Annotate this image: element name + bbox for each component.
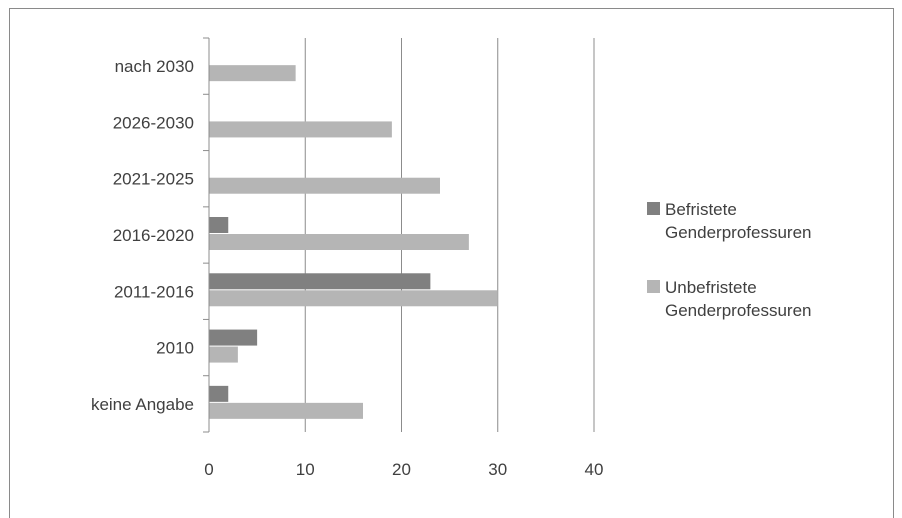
y-axis <box>203 37 210 433</box>
legend-label: Genderprofessuren <box>665 223 811 242</box>
category-label: 2011-2016 <box>114 282 194 301</box>
legend-label: Unbefristete <box>665 278 757 297</box>
legend-label: Befristete <box>665 200 737 219</box>
legend-swatch <box>647 280 660 293</box>
chart-frame <box>9 8 894 518</box>
legend: Befristete Genderprofessuren Unbefristete G… <box>647 200 811 320</box>
category-labels: keine Angabe 2010 2011-2016 2016-2020 2021-2… <box>91 57 194 414</box>
bar-befristete <box>209 385 229 402</box>
bar-befristete <box>209 217 229 233</box>
legend-swatch <box>647 202 660 215</box>
x-tick-label: 40 <box>585 460 604 479</box>
category-label: 2021-2025 <box>113 170 194 189</box>
bar-unbefristete <box>209 121 392 138</box>
category-label: 2026-2030 <box>113 113 194 132</box>
x-tick-label: 0 <box>204 460 213 479</box>
bar-befristete <box>209 329 258 346</box>
category-label: keine Angabe <box>91 395 194 414</box>
category-label: 2016-2020 <box>113 226 194 245</box>
x-tick-label: 20 <box>392 460 411 479</box>
bar-unbefristete <box>209 290 498 307</box>
x-tick-label: 10 <box>296 460 315 479</box>
x-tick-label: 30 <box>488 460 507 479</box>
x-tick-labels: 0 10 20 30 40 <box>204 460 603 479</box>
bar-unbefristete <box>209 177 440 194</box>
bars <box>209 65 498 419</box>
bar-unbefristete <box>209 65 296 82</box>
bar-unbefristete <box>209 346 238 363</box>
bar-unbefristete <box>209 402 363 419</box>
bar-befristete <box>209 273 431 290</box>
category-label: nach 2030 <box>115 57 194 76</box>
category-label: 2010 <box>156 339 194 358</box>
bar-unbefristete <box>209 234 469 250</box>
legend-label: Genderprofessuren <box>665 301 811 320</box>
